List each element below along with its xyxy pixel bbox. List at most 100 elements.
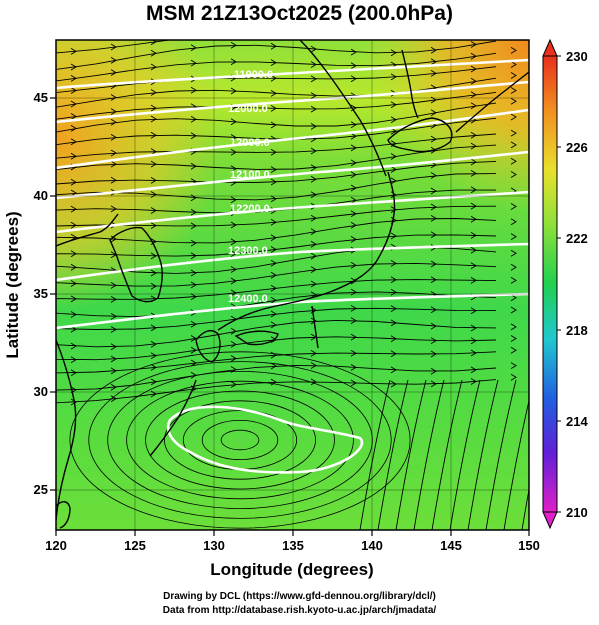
streamline-arrow	[230, 289, 237, 297]
streamline-arrow	[350, 349, 357, 357]
streamline-arrow	[310, 252, 317, 260]
streamline-arrow	[230, 134, 237, 141]
streamline-arrow	[230, 266, 237, 273]
streamline-arrow	[110, 176, 117, 184]
streamline-arrow	[510, 249, 517, 257]
streamline-arrow	[270, 105, 277, 112]
streamline-arrow	[70, 205, 77, 213]
streamline-arrow	[70, 100, 77, 108]
streamline-arrow	[350, 305, 357, 312]
streamline	[56, 66, 497, 94]
contour-labels: 11900.0 12000.0 12000.0 12100.0 12200.0 …	[228, 69, 273, 305]
streamline-arrow	[230, 327, 237, 335]
streamline	[485, 379, 517, 530]
streamline-vortex	[145, 390, 335, 490]
coast-kyushu	[195, 329, 221, 363]
colorbar-max-triangle	[542, 38, 558, 57]
streamline-arrow	[150, 207, 157, 214]
streamline-arrow	[270, 296, 277, 304]
streamline-arrow	[310, 92, 317, 99]
streamline-arrow	[390, 116, 397, 124]
streamline-arrow	[110, 313, 117, 320]
streamline-arrow	[350, 379, 357, 387]
streamline-arrow	[230, 196, 237, 204]
streamline-arrow	[230, 87, 237, 95]
contour-line	[56, 58, 529, 90]
streamline-arrow	[470, 324, 477, 332]
streamline-arrow	[510, 141, 517, 149]
streamline-arrow	[110, 343, 117, 351]
streamline-arrow	[470, 158, 477, 166]
streamline-arrow	[430, 135, 437, 143]
streamline-arrow	[110, 205, 117, 213]
streamline-arrow	[150, 115, 157, 123]
streamline-arrow	[470, 277, 477, 284]
x-tick-label: 125	[124, 538, 146, 553]
streamline-arrow	[310, 317, 317, 325]
streamline-arrow	[510, 323, 517, 331]
coast-izu	[311, 305, 319, 349]
streamline-arrow	[470, 142, 477, 150]
streamline	[56, 336, 497, 361]
streamline-arrow	[510, 362, 517, 369]
streamline-arrow	[510, 277, 517, 284]
streamline-arrow	[510, 346, 517, 354]
streamline-arrow	[110, 94, 117, 101]
streamline-arrow	[230, 58, 237, 66]
streamline	[56, 279, 497, 300]
streamline-arrow	[310, 105, 317, 113]
streamline	[521, 487, 529, 530]
streamline-arrow	[510, 233, 517, 240]
streamline-arrow	[70, 48, 77, 55]
streamline-arrow	[350, 364, 357, 371]
streamline-arrow	[150, 282, 157, 290]
colorbar: 230 226 222 218 214 210	[542, 38, 588, 530]
streamline-arrow	[150, 191, 157, 198]
chart-title: MSM 21Z13Oct2025 (200.0hPa)	[146, 2, 453, 25]
streamline-arrow	[190, 346, 197, 354]
streamline-arrow	[270, 74, 277, 82]
streamline-arrow	[350, 75, 357, 83]
coast-shikoku	[234, 330, 279, 346]
streamline-arrow	[350, 171, 357, 179]
streamline-arrow	[230, 165, 237, 173]
streamline-arrow	[190, 115, 197, 123]
streamline-arrow	[470, 378, 477, 385]
streamline-arrow	[470, 307, 477, 315]
streamline	[56, 351, 497, 374]
contour-line	[56, 292, 529, 330]
streamline	[56, 205, 497, 230]
streamline-arrow	[510, 113, 517, 121]
streamline-arrow	[430, 306, 437, 314]
streamline-arrow	[270, 178, 277, 186]
coast-honshu-west	[217, 291, 331, 331]
streamline-arrow	[430, 187, 437, 195]
streamline-arrow	[310, 362, 317, 369]
streamline-arrow	[70, 263, 77, 271]
streamline-arrow	[470, 337, 477, 345]
streamline-arrow	[270, 59, 277, 66]
streamline-arrow	[471, 27, 476, 33]
streamline-arrow	[190, 335, 197, 342]
streamline-arrow	[350, 184, 357, 192]
streamline	[56, 40, 174, 54]
streamline-arrow	[470, 65, 477, 73]
colorbar-tick-label: 226	[566, 140, 588, 155]
streamline-arrow	[470, 215, 477, 223]
colorbar-tick-label: 210	[566, 505, 588, 520]
streamline-arrow	[70, 398, 77, 406]
streamline-arrow	[310, 123, 317, 130]
contour-line	[56, 108, 529, 170]
streamline-vortex	[220, 429, 260, 451]
streamline-arrow	[390, 288, 397, 296]
streamline-arrow	[310, 266, 317, 273]
streamline	[413, 379, 445, 530]
height-contours	[56, 58, 529, 474]
streamline-arrow	[350, 261, 357, 269]
streamline-arrow	[70, 125, 77, 132]
coast-russia	[299, 40, 387, 177]
streamline-arrow	[190, 162, 197, 170]
contour-label-12000-a: 12000.0	[228, 103, 268, 115]
streamline-arrow	[310, 378, 317, 386]
streamline-arrow	[350, 48, 357, 56]
